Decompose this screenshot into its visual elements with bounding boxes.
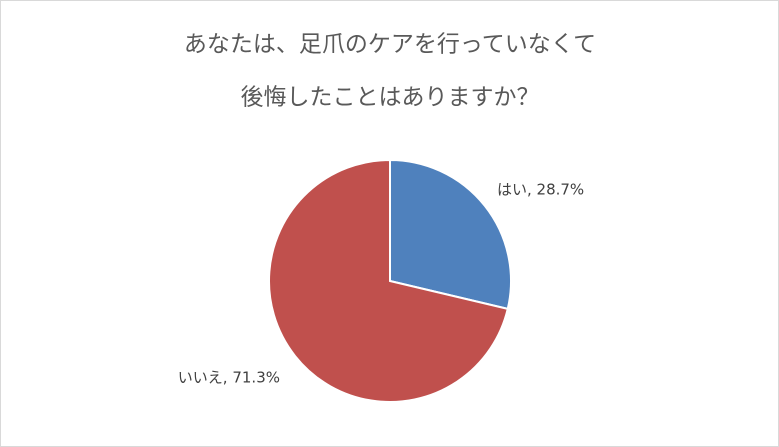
chart-title: 後悔したことはありますか？ [241,85,540,111]
chart-title: あなたは、足爪のケアを行っていなくて [184,32,596,58]
pie-slice [389,158,512,311]
data-label: いいえ, 71.3% [178,369,280,387]
data-label: はい, 28.7% [497,181,584,199]
pie-slice [268,158,509,403]
